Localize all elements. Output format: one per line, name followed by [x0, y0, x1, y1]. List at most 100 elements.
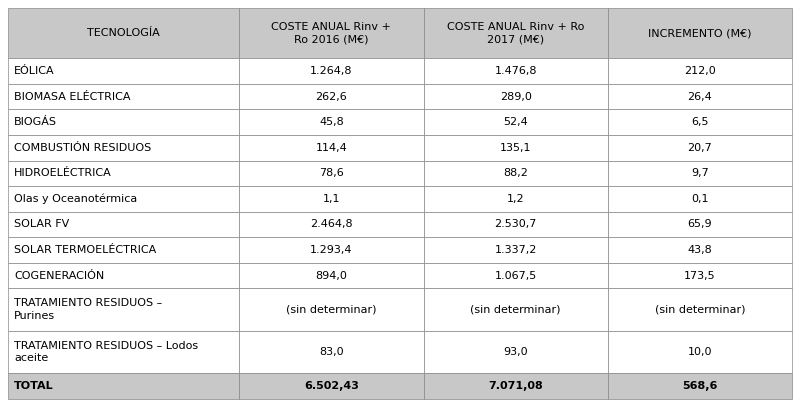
Text: 7.071,08: 7.071,08: [488, 381, 543, 391]
Bar: [8, 135, 239, 160]
Bar: [423, 212, 608, 237]
Bar: [423, 186, 608, 212]
Bar: [239, 331, 423, 373]
Bar: [608, 109, 792, 135]
Text: COSTE ANUAL Rinv + Ro
2017 (M€): COSTE ANUAL Rinv + Ro 2017 (M€): [447, 22, 584, 44]
Text: SOLAR FV: SOLAR FV: [14, 219, 70, 230]
Bar: [423, 331, 608, 373]
Bar: [608, 212, 792, 237]
Text: 114,4: 114,4: [315, 143, 347, 153]
Bar: [8, 8, 239, 58]
Text: COMBUSTIÓN RESIDUOS: COMBUSTIÓN RESIDUOS: [14, 143, 151, 153]
Bar: [423, 160, 608, 186]
Bar: [8, 84, 239, 109]
Text: 93,0: 93,0: [503, 347, 528, 357]
Text: INCREMENTO (M€): INCREMENTO (M€): [648, 28, 752, 38]
Text: Olas y Oceanotérmica: Olas y Oceanotérmica: [14, 194, 138, 204]
Bar: [239, 263, 423, 289]
Text: 135,1: 135,1: [500, 143, 531, 153]
Text: 83,0: 83,0: [319, 347, 344, 357]
Text: 568,6: 568,6: [682, 381, 718, 391]
Bar: [239, 8, 423, 58]
Bar: [608, 237, 792, 263]
Bar: [423, 8, 608, 58]
Bar: [608, 58, 792, 84]
Bar: [608, 263, 792, 289]
Bar: [8, 186, 239, 212]
Text: 894,0: 894,0: [315, 271, 347, 281]
Text: 43,8: 43,8: [687, 245, 712, 255]
Bar: [239, 84, 423, 109]
Text: TOTAL: TOTAL: [14, 381, 54, 391]
Bar: [239, 186, 423, 212]
Bar: [239, 58, 423, 84]
Bar: [239, 212, 423, 237]
Text: 1,2: 1,2: [507, 194, 525, 204]
Bar: [423, 135, 608, 160]
Bar: [8, 58, 239, 84]
Text: 1.293,4: 1.293,4: [310, 245, 353, 255]
Bar: [239, 135, 423, 160]
Text: (sin determinar): (sin determinar): [470, 305, 561, 315]
Text: 52,4: 52,4: [503, 117, 528, 127]
Bar: [8, 373, 239, 399]
Bar: [423, 373, 608, 399]
Text: COGENERACIÓN: COGENERACIÓN: [14, 271, 104, 281]
Text: SOLAR TERMOELÉCTRICA: SOLAR TERMOELÉCTRICA: [14, 245, 156, 255]
Text: 9,7: 9,7: [691, 168, 709, 178]
Bar: [423, 58, 608, 84]
Text: 1.067,5: 1.067,5: [494, 271, 537, 281]
Bar: [423, 289, 608, 331]
Bar: [608, 186, 792, 212]
Text: (sin determinar): (sin determinar): [654, 305, 745, 315]
Text: EÓLICA: EÓLICA: [14, 66, 54, 76]
Text: 10,0: 10,0: [688, 347, 712, 357]
Bar: [8, 109, 239, 135]
Text: 1.476,8: 1.476,8: [494, 66, 537, 76]
Bar: [8, 289, 239, 331]
Bar: [239, 289, 423, 331]
Text: 20,7: 20,7: [687, 143, 712, 153]
Text: TECNOLOGÍA: TECNOLOGÍA: [87, 28, 160, 38]
Bar: [608, 289, 792, 331]
Bar: [423, 237, 608, 263]
Text: 0,1: 0,1: [691, 194, 709, 204]
Text: 173,5: 173,5: [684, 271, 716, 281]
Bar: [608, 160, 792, 186]
Text: COSTE ANUAL Rinv +
Ro 2016 (M€): COSTE ANUAL Rinv + Ro 2016 (M€): [271, 22, 391, 44]
Text: (sin determinar): (sin determinar): [286, 305, 377, 315]
Text: 1.337,2: 1.337,2: [494, 245, 537, 255]
Text: 1,1: 1,1: [322, 194, 340, 204]
Text: BIOMASA ELÉCTRICA: BIOMASA ELÉCTRICA: [14, 92, 130, 102]
Bar: [423, 109, 608, 135]
Bar: [608, 84, 792, 109]
Bar: [423, 84, 608, 109]
Text: 45,8: 45,8: [319, 117, 344, 127]
Text: 26,4: 26,4: [687, 92, 712, 102]
Bar: [8, 212, 239, 237]
Text: 289,0: 289,0: [500, 92, 531, 102]
Text: 6.502,43: 6.502,43: [304, 381, 359, 391]
Text: TRATAMIENTO RESIDUOS –
Purines: TRATAMIENTO RESIDUOS – Purines: [14, 298, 162, 321]
Text: 212,0: 212,0: [684, 66, 716, 76]
Bar: [239, 109, 423, 135]
Text: 78,6: 78,6: [319, 168, 344, 178]
Text: 262,6: 262,6: [315, 92, 347, 102]
Bar: [608, 331, 792, 373]
Text: HIDROELÉCTRICA: HIDROELÉCTRICA: [14, 168, 112, 178]
Bar: [423, 263, 608, 289]
Bar: [608, 373, 792, 399]
Bar: [8, 160, 239, 186]
Text: 1.264,8: 1.264,8: [310, 66, 353, 76]
Bar: [8, 237, 239, 263]
Bar: [608, 8, 792, 58]
Text: BIOGÁS: BIOGÁS: [14, 117, 57, 127]
Bar: [8, 331, 239, 373]
Text: 65,9: 65,9: [687, 219, 712, 230]
Bar: [239, 160, 423, 186]
Text: 2.464,8: 2.464,8: [310, 219, 353, 230]
Bar: [239, 373, 423, 399]
Text: 2.530,7: 2.530,7: [494, 219, 537, 230]
Bar: [8, 263, 239, 289]
Bar: [608, 135, 792, 160]
